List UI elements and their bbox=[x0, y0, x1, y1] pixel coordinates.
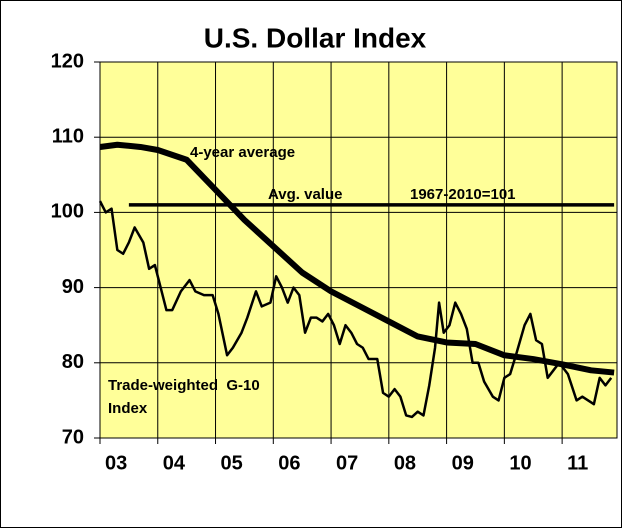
series-line bbox=[99, 141, 615, 376]
chart-title: U.S. Dollar Index bbox=[204, 22, 427, 53]
y-tick-label: 110 bbox=[52, 125, 84, 147]
series-line bbox=[98, 200, 613, 419]
annotation: Index bbox=[108, 400, 148, 417]
annotation: 4-year average bbox=[190, 144, 295, 161]
x-tick-label: 11 bbox=[567, 452, 588, 474]
y-tick-label: 120 bbox=[51, 50, 84, 72]
plot-area bbox=[99, 61, 618, 439]
annotation: Avg. value bbox=[268, 186, 342, 203]
x-tick-label: 03 bbox=[105, 452, 127, 474]
annotation: 1967-2010=101 bbox=[410, 186, 516, 203]
x-tick-label: 09 bbox=[452, 452, 474, 474]
x-tick-label: 05 bbox=[221, 452, 243, 474]
annotation: Trade-weighted G-10 bbox=[108, 377, 260, 394]
y-tick-label: 80 bbox=[62, 351, 84, 373]
y-tick-label: 90 bbox=[62, 276, 84, 298]
x-tick-label: 06 bbox=[278, 452, 300, 474]
x-tick-label: 04 bbox=[163, 452, 186, 474]
x-tick-label: 10 bbox=[509, 452, 531, 474]
x-tick-label: 07 bbox=[336, 452, 358, 474]
y-tick-label: 100 bbox=[51, 201, 84, 223]
y-tick-label: 70 bbox=[62, 426, 84, 448]
x-tick-label: 08 bbox=[394, 452, 416, 474]
